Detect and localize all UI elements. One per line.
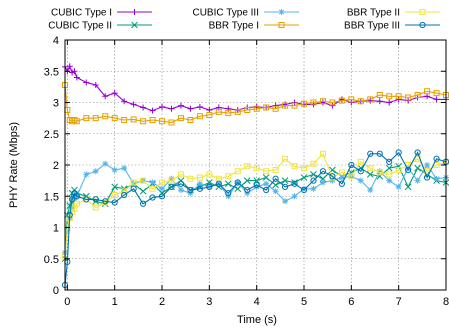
series-3 [63, 83, 449, 126]
data-point [225, 181, 231, 187]
legend-item: CUBIC Type I [51, 8, 152, 19]
y-tick-label: 0 [53, 285, 59, 297]
data-point [74, 75, 80, 81]
x-tick-label: 3 [206, 296, 212, 308]
series-1 [62, 163, 449, 262]
data-point [93, 168, 99, 174]
legend-label: BBR Type III [344, 21, 400, 32]
y-tick-label: 1 [53, 223, 59, 235]
x-tick-label: 1 [112, 296, 118, 308]
data-point [150, 108, 156, 114]
series-group [62, 63, 449, 287]
legend-item: CUBIC Type III [192, 8, 299, 19]
data-point [150, 180, 156, 186]
data-point [197, 104, 203, 110]
data-point [320, 180, 326, 186]
legend-label: BBR Type II [347, 8, 400, 19]
legend-swatch-marker [132, 9, 138, 15]
data-point [178, 187, 184, 193]
y-tick-label: 4 [53, 35, 59, 47]
legend-swatch-marker [279, 9, 285, 15]
data-point [301, 175, 307, 181]
data-point [386, 178, 392, 184]
x-tick-label: 0 [64, 296, 70, 308]
legend-label: CUBIC Type III [192, 8, 259, 19]
legend-item: CUBIC Type II [48, 21, 152, 32]
data-point [424, 162, 430, 168]
data-point [83, 80, 89, 86]
x-tick-label: 7 [396, 296, 402, 308]
legend-item: BBR Type I [209, 21, 299, 32]
y-tick-label: 3 [53, 98, 59, 110]
data-point [292, 193, 298, 199]
y-tick-label: 1.5 [44, 191, 59, 203]
data-point [310, 171, 316, 177]
data-point [83, 171, 89, 177]
data-point [377, 98, 383, 104]
x-axis-label: Time (s) [237, 314, 277, 326]
legend-label: CUBIC Type I [51, 8, 112, 19]
data-point [159, 186, 165, 192]
data-point [187, 106, 193, 112]
y-tick-label: 3.5 [44, 66, 59, 78]
y-tick-label: 2.5 [44, 129, 59, 141]
y-tick-label: 2 [53, 160, 59, 172]
grid [65, 40, 446, 290]
x-tick-label: 5 [301, 296, 307, 308]
data-point [263, 175, 269, 181]
x-tick-label: 4 [254, 296, 260, 308]
data-point [159, 104, 165, 110]
data-point [282, 198, 288, 204]
data-point [396, 184, 402, 190]
legend: CUBIC Type I CUBIC Type II CUBIC Type III B… [48, 8, 440, 32]
y-tick-label: 0.5 [44, 254, 59, 266]
data-point [310, 186, 316, 192]
data-point [405, 184, 411, 190]
data-point [112, 167, 118, 173]
data-point [415, 178, 421, 184]
data-point [434, 96, 440, 102]
data-point [415, 165, 421, 171]
data-point [102, 161, 108, 167]
series-2 [62, 161, 449, 256]
data-point [140, 188, 146, 194]
data-point [273, 188, 279, 194]
data-point [434, 176, 440, 182]
data-point [386, 100, 392, 106]
x-tick-label: 6 [348, 296, 354, 308]
data-point [235, 186, 241, 192]
data-point [168, 106, 174, 112]
data-point [263, 181, 269, 187]
data-point [121, 165, 127, 171]
y-axis-label: PHY Rate (Mbps) [8, 122, 20, 208]
data-point [178, 103, 184, 109]
data-point [358, 178, 364, 184]
legend-label: BBR Type I [209, 21, 259, 32]
data-point [367, 187, 373, 193]
data-point [273, 182, 279, 188]
legend-item: BBR Type III [344, 21, 440, 32]
x-tick-label: 2 [159, 296, 165, 308]
data-point [140, 105, 146, 111]
legend-item: BBR Type II [347, 8, 440, 19]
x-tick-label: 8 [443, 296, 449, 308]
legend-label: CUBIC Type II [48, 21, 112, 32]
